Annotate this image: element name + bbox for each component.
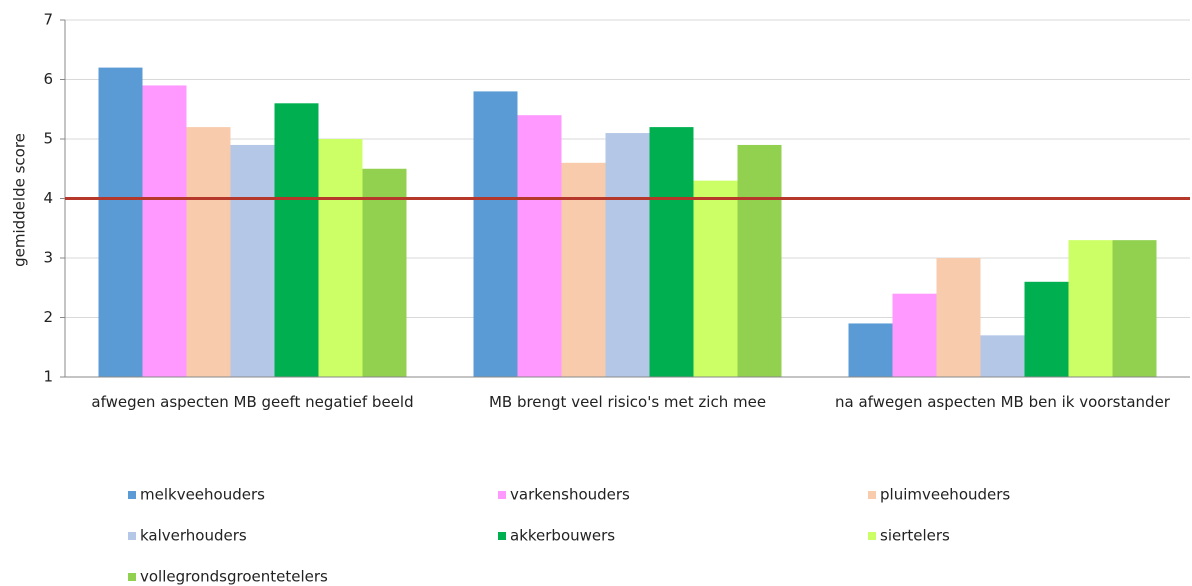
- x-tick-label: MB brengt veel risico's met zich mee: [488, 393, 767, 411]
- bar: [1024, 281, 1069, 377]
- bar: [936, 258, 981, 377]
- bar: [362, 168, 407, 377]
- legend-swatch: [128, 573, 136, 581]
- legend-label: melkveehouders: [140, 486, 265, 504]
- legend-label: akkerbouwers: [510, 527, 615, 545]
- bar: [561, 162, 606, 377]
- x-tick-label-box: MB brengt veel risico's met zich mee: [488, 393, 767, 411]
- bar: [473, 91, 518, 378]
- y-tick-label: 4: [43, 189, 53, 207]
- bar: [693, 180, 738, 377]
- legend-label: siertelers: [880, 527, 950, 545]
- bar: [1112, 240, 1157, 377]
- bar: [517, 115, 562, 377]
- y-tick-label: 6: [43, 70, 53, 88]
- y-tick-label: 2: [43, 308, 53, 326]
- bar: [230, 144, 275, 377]
- bar: [605, 133, 650, 377]
- y-axis-label: gemiddelde score: [11, 133, 29, 267]
- bar: [892, 293, 937, 377]
- y-tick-label: 5: [43, 130, 53, 148]
- legend-label: pluimveehouders: [880, 486, 1010, 504]
- bar: [737, 144, 782, 377]
- bar: [142, 85, 187, 377]
- legend-label: vollegrondsgroentetelers: [140, 568, 328, 586]
- bar: [980, 335, 1025, 377]
- bar: [1068, 240, 1113, 377]
- bar: [98, 67, 143, 377]
- x-tick-label: afwegen aspecten MB geeft negatief beeld: [91, 393, 414, 411]
- legend-swatch: [128, 491, 136, 499]
- x-tick-label-box: na afwegen aspecten MB ben ik voorstande…: [835, 393, 1170, 411]
- bar: [649, 127, 694, 377]
- legend-swatch: [498, 491, 506, 499]
- bar: [318, 139, 363, 377]
- y-tick-label: 7: [43, 11, 53, 29]
- legend-swatch: [868, 532, 876, 540]
- legend-swatch: [868, 491, 876, 499]
- legend-label: kalverhouders: [140, 527, 247, 545]
- legend-swatch: [128, 532, 136, 540]
- legend-label: varkenshouders: [510, 486, 630, 504]
- x-tick-label-box: afwegen aspecten MB geeft negatief beeld: [91, 393, 414, 411]
- bar: [848, 323, 893, 377]
- bar: [186, 127, 231, 377]
- legend-swatch: [498, 532, 506, 540]
- x-tick-label: na afwegen aspecten MB ben ik voorstande…: [835, 393, 1170, 411]
- y-tick-label: 1: [43, 368, 53, 386]
- bar: [274, 103, 319, 378]
- y-tick-label: 3: [43, 249, 53, 267]
